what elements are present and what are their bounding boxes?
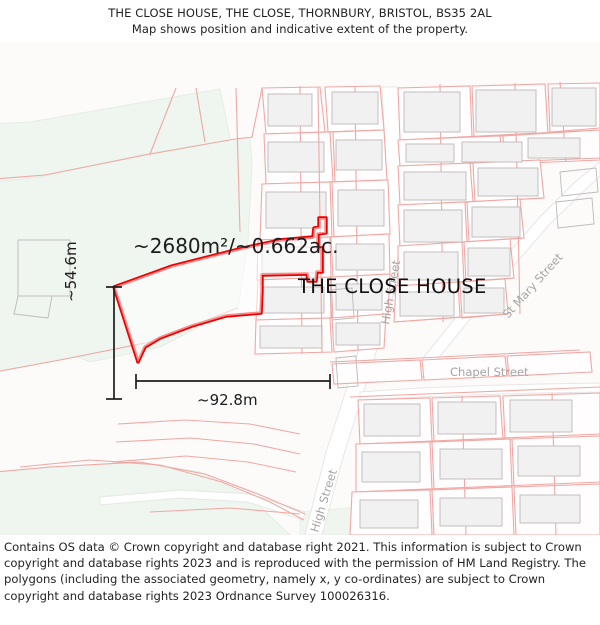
map-canvas[interactable]: .pl { fill:#fffdfd; stroke:#f0a8a4; stro… (0, 42, 600, 535)
copyright-footer: Contains OS data © Crown copyright and d… (0, 535, 600, 625)
street-label-chapel-street: Chapel Street (450, 365, 529, 379)
map-header: THE CLOSE HOUSE, THE CLOSE, THORNBURY, B… (0, 0, 600, 42)
page-title: THE CLOSE HOUSE, THE CLOSE, THORNBURY, B… (108, 6, 492, 20)
dimension-lines (106, 286, 331, 400)
property-boundary-fill (114, 218, 326, 362)
copyright-text: Contains OS data © Crown copyright and d… (4, 540, 586, 603)
page-subtitle: Map shows position and indicative extent… (131, 22, 469, 36)
parcel-layer-left (0, 87, 306, 521)
map-vector-layer: .pl { fill:#fffdfd; stroke:#f0a8a4; stro… (0, 42, 600, 535)
parcel-layer-lower-central (149, 349, 593, 515)
parcel-layer-lower-right (349, 386, 600, 535)
building-layer-upper-right (399, 87, 599, 317)
